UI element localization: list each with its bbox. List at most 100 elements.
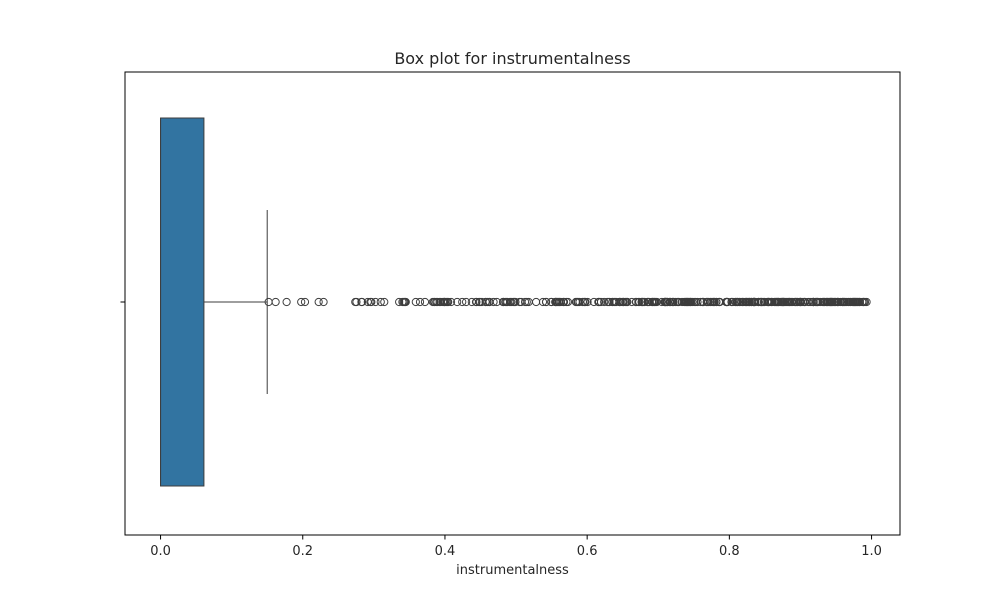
outlier-point bbox=[562, 297, 571, 307]
outlier-point bbox=[661, 297, 670, 307]
outlier-point bbox=[508, 297, 518, 307]
outliers bbox=[264, 297, 871, 307]
outlier-point bbox=[757, 297, 766, 307]
outlier-point bbox=[559, 297, 568, 307]
outlier-point bbox=[319, 297, 328, 307]
outlier-point bbox=[551, 297, 560, 307]
x-tick-label: 0.0 bbox=[150, 544, 171, 559]
outlier-point bbox=[282, 297, 291, 307]
outlier-point bbox=[420, 297, 430, 307]
outlier-point bbox=[371, 297, 380, 307]
outlier-point bbox=[485, 297, 494, 307]
outlier-point bbox=[542, 297, 551, 307]
outlier-point bbox=[471, 297, 481, 307]
outlier-point bbox=[376, 297, 385, 307]
plot-area bbox=[160, 117, 268, 487]
outlier-point bbox=[710, 297, 719, 307]
outlier-point bbox=[796, 297, 805, 307]
outlier-point bbox=[574, 297, 583, 307]
outlier-point bbox=[862, 297, 871, 307]
outlier-point bbox=[698, 297, 707, 307]
outlier-point bbox=[411, 297, 420, 307]
outlier-point bbox=[458, 297, 467, 307]
outlier-point bbox=[715, 297, 724, 307]
outlier-point bbox=[681, 297, 691, 307]
x-tick-label: 0.2 bbox=[292, 544, 313, 559]
outlier-point bbox=[745, 297, 754, 307]
x-tick-label: 0.4 bbox=[435, 544, 456, 559]
outlier-point bbox=[300, 297, 310, 307]
outlier-point bbox=[583, 297, 592, 307]
outlier-point bbox=[506, 297, 515, 307]
outlier-point bbox=[503, 297, 512, 307]
outlier-point bbox=[399, 297, 408, 307]
outlier-point bbox=[732, 297, 741, 307]
outlier-point bbox=[777, 297, 787, 307]
outlier-point bbox=[446, 297, 456, 307]
outlier-point bbox=[415, 297, 425, 307]
outlier-point bbox=[741, 297, 750, 307]
x-axis: 0.0 0.2 0.4 0.6 0.8 1.0 bbox=[150, 535, 882, 559]
outlier-point bbox=[395, 297, 404, 307]
outlier-point bbox=[578, 297, 588, 307]
outlier-point bbox=[838, 297, 847, 307]
outlier-point bbox=[848, 297, 857, 307]
outlier-point bbox=[297, 297, 306, 307]
outlier-point bbox=[696, 297, 705, 307]
outlier-point bbox=[677, 297, 687, 307]
outlier-point bbox=[638, 297, 647, 307]
chart-title: Box plot for instrumentalness bbox=[394, 49, 630, 68]
outlier-point bbox=[442, 297, 451, 307]
box-iqr bbox=[160, 117, 205, 487]
outlier-point bbox=[380, 297, 389, 307]
outlier-point bbox=[851, 297, 860, 307]
outlier-point bbox=[366, 297, 375, 307]
outlier-point bbox=[657, 297, 666, 307]
outlier-point bbox=[436, 297, 445, 307]
outlier-point bbox=[669, 297, 678, 307]
outlier-point bbox=[401, 297, 410, 307]
outlier-point bbox=[665, 297, 674, 307]
outlier-point bbox=[594, 297, 604, 307]
x-tick-label: 0.8 bbox=[719, 544, 740, 559]
outlier-point bbox=[610, 297, 620, 307]
outlier-point bbox=[786, 297, 795, 307]
outlier-point bbox=[722, 297, 731, 307]
outlier-point bbox=[517, 297, 526, 307]
outlier-point bbox=[532, 297, 541, 307]
outlier-point bbox=[352, 297, 361, 307]
outlier-point bbox=[264, 297, 273, 307]
outlier-point bbox=[774, 297, 783, 307]
outlier-point bbox=[791, 297, 800, 307]
outlier-point bbox=[822, 297, 831, 307]
outlier-point bbox=[481, 297, 490, 307]
outlier-point bbox=[640, 297, 649, 307]
outlier-point bbox=[760, 297, 769, 307]
outlier-point bbox=[474, 297, 484, 307]
x-tick-label: 0.6 bbox=[577, 544, 598, 559]
outlier-point bbox=[314, 297, 323, 307]
outlier-point bbox=[844, 297, 854, 307]
outlier-point bbox=[652, 297, 661, 307]
x-axis-label: instrumentalness bbox=[456, 563, 569, 578]
outlier-point bbox=[826, 297, 835, 307]
outlier-point bbox=[461, 297, 471, 307]
outlier-point bbox=[428, 297, 437, 307]
outlier-point bbox=[453, 297, 462, 307]
outlier-point bbox=[616, 297, 625, 307]
outlier-point bbox=[809, 297, 818, 307]
x-tick-label: 1.0 bbox=[861, 544, 882, 559]
outlier-point bbox=[547, 297, 556, 307]
outlier-point bbox=[501, 297, 510, 307]
outlier-point bbox=[520, 297, 530, 307]
outlier-point bbox=[489, 297, 498, 307]
outlier-point bbox=[842, 297, 851, 307]
outlier-point bbox=[271, 297, 280, 307]
plot-frame bbox=[124, 71, 901, 536]
outlier-point bbox=[619, 297, 628, 307]
outlier-point bbox=[648, 297, 657, 307]
outlier-point bbox=[635, 297, 644, 307]
outlier-point bbox=[600, 297, 609, 307]
outlier-point bbox=[538, 297, 548, 307]
